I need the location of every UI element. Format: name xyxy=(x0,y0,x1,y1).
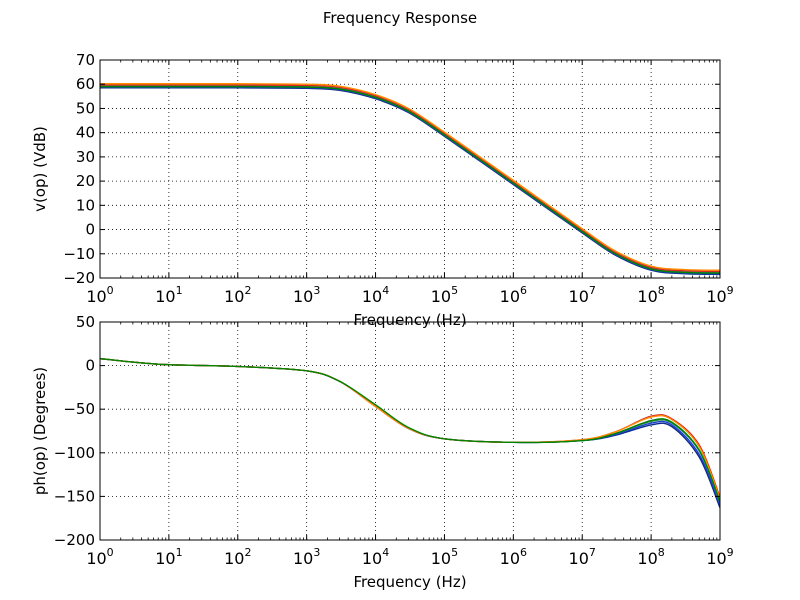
x-tick-label: 100 xyxy=(86,546,113,568)
y-tick-label: 50 xyxy=(76,99,95,117)
y-tick-label: −100 xyxy=(54,444,95,462)
y-tick-label: −200 xyxy=(54,531,95,549)
y-tick-label: 30 xyxy=(76,148,95,166)
x-tick-label: 103 xyxy=(293,546,320,568)
series-line-1 xyxy=(100,357,720,509)
y-tick-label: 10 xyxy=(76,196,95,214)
x-tick-label: 104 xyxy=(362,546,389,568)
x-tick-label: 108 xyxy=(637,546,664,568)
x-tick-label: 101 xyxy=(155,546,182,568)
x-tick-label: 104 xyxy=(362,284,389,306)
series-line-5 xyxy=(100,83,720,271)
x-tick-label: 106 xyxy=(500,546,527,568)
y-axis-label: ph(op) (Degrees) xyxy=(31,367,49,495)
x-tick-label: 109 xyxy=(706,284,733,306)
phase-plot: 100 101 102 103 104 105 106 107 108 109 50 0 −50 −100… xyxy=(31,313,734,591)
axes-frame xyxy=(99,321,721,541)
y-tick-label: 70 xyxy=(76,51,95,69)
x-tick-label: 107 xyxy=(569,284,596,306)
y-tick-label: 0 xyxy=(85,357,95,375)
y-tick-label: 40 xyxy=(76,124,95,142)
x-tick-label: 106 xyxy=(500,284,527,306)
x-tick-label: 105 xyxy=(431,546,458,568)
x-tick-label: 103 xyxy=(293,284,320,306)
axes-frame xyxy=(99,59,721,279)
y-tick-label: −50 xyxy=(63,400,95,418)
y-tick-label: −150 xyxy=(54,487,95,505)
x-tick-label: 109 xyxy=(706,546,733,568)
x-tick-label: 105 xyxy=(431,284,458,306)
series-line-2 xyxy=(100,86,720,275)
x-tick-label: 100 xyxy=(86,284,113,306)
y-tick-label: 20 xyxy=(76,172,95,190)
y-tick-label: 0 xyxy=(85,221,95,239)
y-axis-label: v(op) (VdB) xyxy=(31,126,49,212)
y-tick-label: 60 xyxy=(76,75,95,93)
x-axis-label: Frequency (Hz) xyxy=(353,311,466,329)
x-tick-label: 107 xyxy=(569,546,596,568)
x-axis-label: Frequency (Hz) xyxy=(353,573,466,591)
figure-title: Frequency Response xyxy=(322,9,478,27)
x-tick-label: 102 xyxy=(224,546,251,568)
y-tick-label: −10 xyxy=(63,245,95,263)
series-line-6 xyxy=(100,85,720,274)
y-tick-label: 50 xyxy=(76,313,95,331)
series-line-6 xyxy=(100,357,720,502)
y-tick-label: −20 xyxy=(63,269,95,287)
x-tick-label: 102 xyxy=(224,284,251,306)
magnitude-plot: 100 101 102 103 104 105 106 107 108 1097060504030… xyxy=(31,51,734,329)
series-line-4 xyxy=(100,84,720,273)
x-tick-label: 101 xyxy=(155,284,182,306)
x-tick-label: 108 xyxy=(637,284,664,306)
